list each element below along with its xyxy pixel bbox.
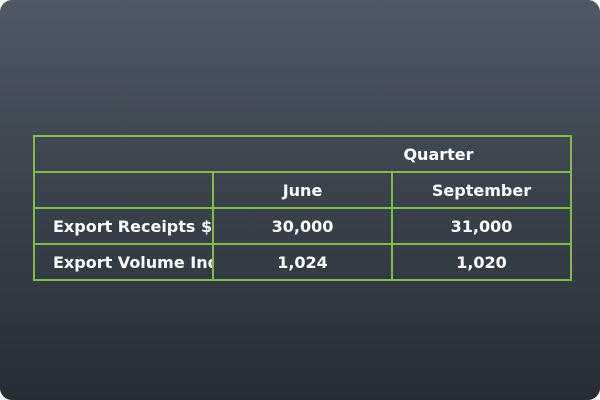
cell-value: 31,000 [391, 207, 572, 245]
row-label: Export Receipts $M [33, 207, 214, 245]
cell-value: 1,024 [212, 243, 393, 281]
data-table: Quarter June September Export Receipts $… [33, 135, 572, 281]
group-header-row: Quarter [33, 135, 572, 173]
row-label: Export Volume Index [33, 243, 214, 281]
column-header-june: June [212, 171, 393, 209]
group-header-cell: Quarter [33, 135, 572, 173]
group-header-label: Quarter [403, 144, 474, 164]
table-row: Export Volume Index 1,024 1,020 [33, 243, 572, 281]
column-header-row: June September [33, 171, 572, 209]
cell-value: 30,000 [212, 207, 393, 245]
cell-value: 1,020 [391, 243, 572, 281]
column-header-september: September [391, 171, 572, 209]
corner-cell [33, 171, 214, 209]
table-row: Export Receipts $M 30,000 31,000 [33, 207, 572, 245]
